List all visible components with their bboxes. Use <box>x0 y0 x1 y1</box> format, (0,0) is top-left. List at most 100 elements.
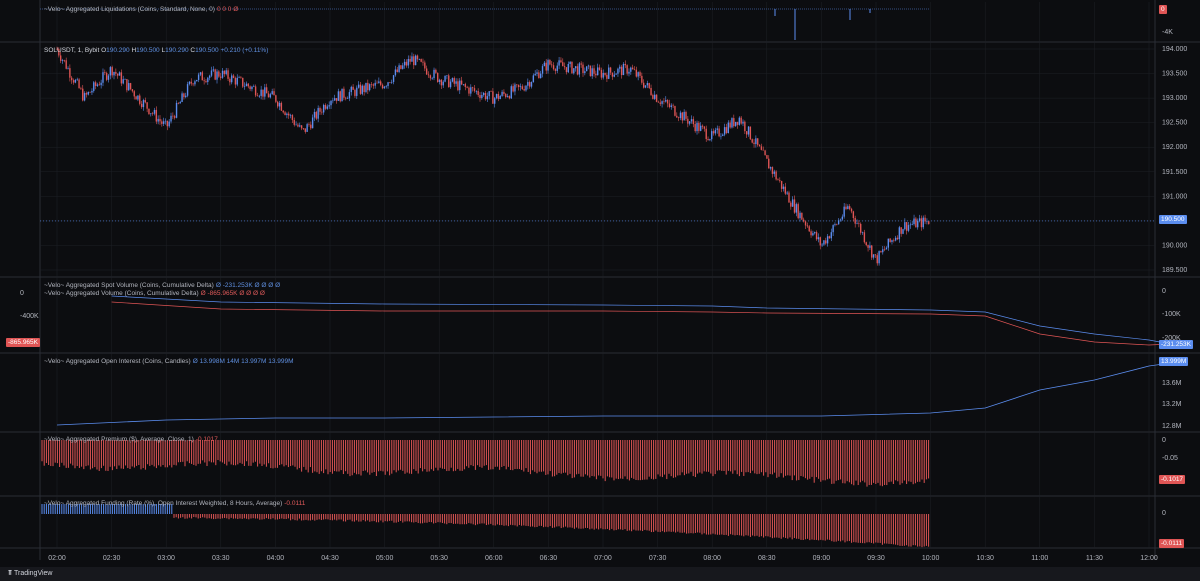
candle-body <box>471 87 474 89</box>
candle-body <box>506 96 509 98</box>
candle-body <box>872 254 875 258</box>
candle-body <box>229 78 231 83</box>
candle-body <box>869 245 871 248</box>
candle-body <box>878 251 880 264</box>
tradingview-logo-icon: ⫪ <box>8 570 12 577</box>
candle-body <box>911 224 913 225</box>
candle-body <box>264 87 266 97</box>
candle-body <box>655 94 658 102</box>
candle-body <box>321 111 323 113</box>
time-label-04:00: 04:00 <box>267 555 285 562</box>
premium-tick-neg005: -0.05 <box>1162 455 1178 462</box>
candle-body <box>332 100 334 102</box>
candle-body <box>876 255 878 264</box>
candle-body <box>102 72 104 83</box>
vol-left-tick--400K: -400K <box>20 313 39 320</box>
candle-body <box>613 74 615 77</box>
candle-body <box>806 225 809 227</box>
price-tick-193.000: 193.000 <box>1162 95 1187 102</box>
premium-values: -0.1017 <box>195 436 218 443</box>
candle-body <box>514 84 516 92</box>
brand-text: TradingView <box>13 570 53 577</box>
candle-body <box>231 75 233 83</box>
candle-body <box>569 61 571 64</box>
candle-body <box>714 129 717 134</box>
candle-body <box>898 227 901 240</box>
candle-body <box>240 77 242 78</box>
high-value: 190.500 <box>136 47 160 54</box>
candle-body <box>823 240 825 245</box>
time-label-10:30: 10:30 <box>976 555 994 562</box>
candle-body <box>926 221 928 222</box>
candle-body <box>484 92 487 100</box>
candle-body <box>262 89 264 97</box>
spot-volume-values: Ø -231.253K Ø Ø Ø Ø <box>215 282 281 289</box>
candle-body <box>512 86 514 92</box>
oi-tick-13.2M: 13.2M <box>1162 401 1182 408</box>
candle-body <box>104 72 106 73</box>
candle-body <box>839 219 842 221</box>
tradingview-brand[interactable]: ⫪ TradingView <box>8 570 53 578</box>
candle-body <box>293 119 295 125</box>
candle-body <box>845 206 847 209</box>
candle-body <box>188 81 191 85</box>
candle-body <box>383 86 386 89</box>
candle-body <box>837 220 840 225</box>
candle-body <box>185 95 187 98</box>
candle-body <box>378 81 380 84</box>
candle-body <box>808 226 810 232</box>
candle-body <box>352 86 354 90</box>
candle-body <box>883 249 886 250</box>
candle-body <box>179 102 181 104</box>
candle-body <box>150 113 152 115</box>
candle-body <box>766 155 768 159</box>
candle-body <box>758 144 761 147</box>
candle-body <box>874 254 877 256</box>
candle-body <box>96 84 99 86</box>
candle-body <box>302 128 305 129</box>
candle-body <box>214 69 216 80</box>
c-label: C <box>190 47 196 54</box>
candle-body <box>501 91 503 96</box>
candle-body <box>698 122 700 131</box>
candle-body <box>105 72 108 80</box>
candle-body <box>56 49 58 50</box>
time-label-02:30: 02:30 <box>103 555 121 562</box>
candle-body <box>885 247 888 250</box>
candle-body <box>276 101 279 107</box>
candle-body <box>249 86 251 90</box>
candle-body <box>736 121 739 125</box>
candle-body <box>466 86 468 88</box>
time-label-10:00: 10:00 <box>922 555 940 562</box>
candle-body <box>477 91 479 96</box>
liquidations-pane-label: ~Velo~ Aggregated Liquidations (Coins, S… <box>44 6 238 14</box>
candle-body <box>742 121 744 124</box>
candle-body <box>893 240 895 241</box>
candle-body <box>584 71 586 73</box>
candle-body <box>100 82 102 86</box>
candle-body <box>124 79 126 80</box>
candle-body <box>814 232 816 234</box>
candle-body <box>556 65 558 71</box>
candle-body <box>755 138 757 145</box>
candle-body <box>437 72 439 83</box>
volume-label-text: ~Velo~ Aggregated Volume (Coins, Cumulat… <box>44 290 199 297</box>
candle-body <box>326 106 329 109</box>
candle-body <box>887 238 889 248</box>
candle-body <box>650 87 652 95</box>
time-label-05:00: 05:00 <box>376 555 394 562</box>
symbol-name[interactable]: SOLUSDT, 1, Bybit <box>44 47 100 54</box>
candle-body <box>367 82 369 91</box>
candle-body <box>819 237 821 246</box>
candle-body <box>403 61 406 66</box>
candle-body <box>508 96 511 99</box>
candle-body <box>122 79 124 84</box>
candle-body <box>630 67 632 72</box>
candle-body <box>687 118 689 124</box>
candle-body <box>234 77 237 85</box>
candle-body <box>628 71 630 74</box>
candle-body <box>175 102 178 118</box>
time-label-04:30: 04:30 <box>321 555 339 562</box>
candle-body <box>642 82 645 88</box>
